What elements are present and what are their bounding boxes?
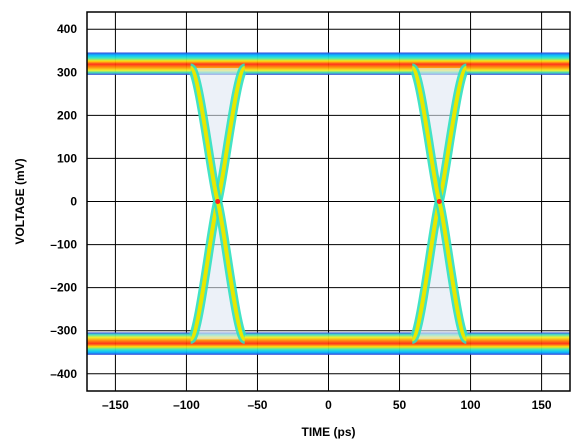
x-tick-label: 100 — [461, 398, 481, 412]
crossing-point — [215, 199, 221, 204]
crossing-point — [436, 199, 442, 204]
y-tick-label: –400 — [50, 367, 77, 381]
x-tick-label: 50 — [393, 398, 407, 412]
x-axis-label: TIME (ps) — [302, 425, 356, 439]
x-tick-label: –50 — [247, 398, 267, 412]
y-tick-label: 300 — [57, 65, 77, 79]
high-level-band — [87, 52, 570, 75]
y-tick-label: 0 — [70, 195, 77, 209]
low-level-band — [87, 332, 570, 355]
x-tick-labels: –150 –100 –50 0 50 100 150 — [102, 398, 552, 412]
x-tick-label: –150 — [102, 398, 129, 412]
x-tick-label: –100 — [173, 398, 200, 412]
y-axis-label: VOLTAGE (mV) — [13, 158, 27, 244]
y-tick-labels: 400 300 200 100 0 –100 –200 –300 –400 — [50, 22, 77, 381]
y-tick-label: 100 — [57, 151, 77, 165]
grid — [87, 12, 570, 391]
y-tick-label: –200 — [50, 281, 77, 295]
eye-traces — [87, 52, 570, 355]
y-tick-label: –100 — [50, 238, 77, 252]
y-tick-label: 400 — [57, 22, 77, 36]
y-tick-label: –300 — [50, 324, 77, 338]
y-tick-label: 200 — [57, 108, 77, 122]
plot-frame — [86, 11, 571, 392]
x-tick-label: 150 — [532, 398, 552, 412]
x-tick-label: 0 — [325, 398, 332, 412]
